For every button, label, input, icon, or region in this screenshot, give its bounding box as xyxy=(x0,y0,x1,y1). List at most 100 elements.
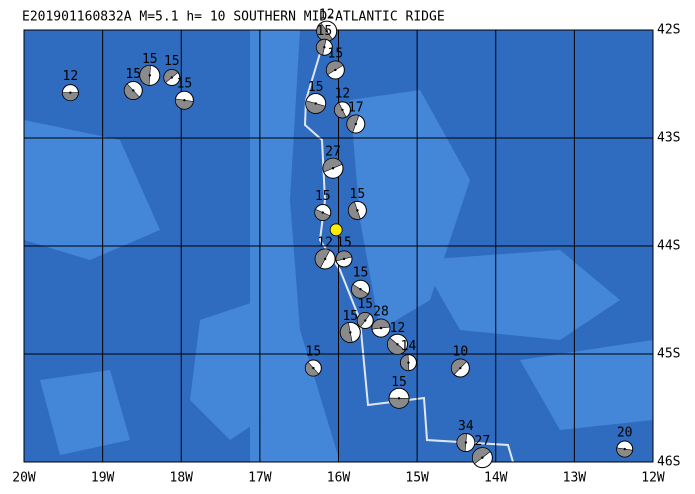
focal-mechanism xyxy=(471,447,493,469)
focal-mechanism xyxy=(315,38,333,56)
depth-label: 12 xyxy=(63,69,79,84)
focal-mechanism xyxy=(322,157,344,179)
focal-mechanism xyxy=(61,84,79,102)
focal-mechanism xyxy=(314,204,332,222)
beachball-center xyxy=(148,74,151,77)
depth-label: 17 xyxy=(348,100,364,115)
beachball-quadrant xyxy=(371,318,391,330)
focal-mechanism xyxy=(346,114,366,134)
depth-label: 15 xyxy=(328,46,344,61)
depth-label: 27 xyxy=(475,434,491,449)
focal-mechanism xyxy=(139,64,161,86)
focal-mechanism xyxy=(314,248,336,270)
beachball-center xyxy=(623,447,626,451)
beachball-quadrant xyxy=(387,337,406,355)
beachball-center xyxy=(314,102,317,105)
focal-mechanism xyxy=(456,433,476,453)
lon-label: 14W xyxy=(484,471,508,486)
beachball-center xyxy=(459,366,462,370)
beachball-center xyxy=(349,331,352,334)
depth-label: 15 xyxy=(350,187,366,202)
depth-label: 12 xyxy=(390,321,406,336)
beachball-quadrant xyxy=(326,60,344,76)
focal-mechanism xyxy=(356,312,374,330)
lat-label: 46S xyxy=(657,455,680,470)
beachball-quadrant xyxy=(314,248,331,269)
main-event xyxy=(329,223,343,237)
focal-mechanism xyxy=(163,69,181,87)
beachball-center xyxy=(183,99,186,102)
focal-mechanism xyxy=(304,359,322,377)
beachball-quadrant xyxy=(400,354,410,371)
beachball-quadrant xyxy=(316,39,327,56)
depth-label: 15 xyxy=(306,345,322,360)
map-frame xyxy=(23,29,654,463)
depth-label: 15 xyxy=(315,189,331,204)
depth-label: 15 xyxy=(357,297,373,312)
focal-mechanism xyxy=(388,387,410,409)
depth-label: 15 xyxy=(125,67,141,82)
beachball-quadrant xyxy=(335,250,353,262)
beachball-quadrant xyxy=(334,102,347,119)
beachball-quadrant xyxy=(351,284,369,299)
beachball-quadrant xyxy=(322,158,343,173)
beachball-center xyxy=(397,397,401,400)
beachball-center xyxy=(69,91,72,94)
beachball-quadrant xyxy=(616,447,633,458)
focal-mechanism xyxy=(174,90,194,110)
beachball-center xyxy=(407,361,410,364)
beachball-quadrant xyxy=(456,433,467,452)
beachball-center xyxy=(464,441,468,444)
focal-mechanism xyxy=(371,318,391,338)
focal-mechanism xyxy=(399,354,417,372)
focal-mechanism xyxy=(347,200,367,220)
beachball-quadrant xyxy=(139,65,151,86)
beachball-center xyxy=(312,366,315,370)
beachball-center xyxy=(356,209,359,212)
depth-label: 10 xyxy=(453,345,469,360)
lat-label: 43S xyxy=(657,131,680,146)
beachball-center xyxy=(321,211,324,214)
depth-label: 15 xyxy=(391,375,407,390)
beachball-quadrant xyxy=(356,312,371,328)
plate-boundary xyxy=(303,29,514,463)
focal-mechanism xyxy=(339,321,361,343)
depth-label: 15 xyxy=(336,235,352,250)
focal-mechanism xyxy=(616,440,634,458)
beachball-quadrant xyxy=(388,397,410,409)
depth-label: 15 xyxy=(142,52,158,67)
beachball-center xyxy=(364,319,367,322)
beachball-quadrant xyxy=(163,69,179,83)
beachball-center xyxy=(359,288,362,291)
depth-label: 12 xyxy=(335,86,351,101)
beachball-center xyxy=(323,46,326,49)
depth-label: 12 xyxy=(319,8,335,23)
lon-label: 17W xyxy=(248,471,272,486)
beachball-quadrant xyxy=(451,358,468,375)
beachball-quadrant xyxy=(123,83,140,100)
lat-label: 44S xyxy=(657,239,680,254)
lon-label: 16W xyxy=(327,471,351,486)
focal-mechanism xyxy=(386,333,408,355)
beachball-center xyxy=(396,343,399,346)
depth-label: 12 xyxy=(317,235,333,250)
beachball-center xyxy=(132,89,135,92)
beachball-quadrant xyxy=(472,447,491,465)
beachball-center xyxy=(481,456,484,459)
beachball-quadrant xyxy=(175,98,194,110)
beachball-quadrant xyxy=(305,100,326,114)
depth-label: 34 xyxy=(458,419,474,434)
lat-label: 42S xyxy=(657,23,680,38)
map-title: E201901160832A M=5.1 h= 10 SOUTHERN MID-… xyxy=(22,10,445,25)
beachball-quadrant xyxy=(340,322,353,343)
focal-mechanism xyxy=(325,60,345,80)
beachball-center xyxy=(323,257,327,261)
beachball-center xyxy=(325,29,328,33)
depth-label: 15 xyxy=(317,24,333,39)
beachball-center xyxy=(354,122,357,126)
depth-label: 15 xyxy=(164,54,180,69)
lat-label: 45S xyxy=(657,347,680,362)
lon-label: 18W xyxy=(170,471,194,486)
